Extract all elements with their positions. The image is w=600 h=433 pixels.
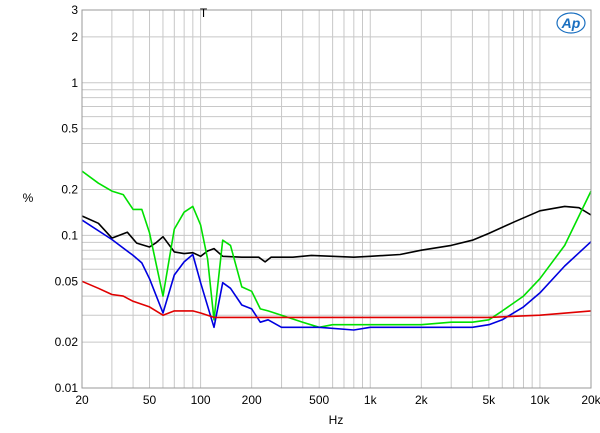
marker-label: T: [200, 6, 208, 20]
x-tick-label: 100: [191, 393, 211, 407]
series-line-green: [81, 170, 592, 329]
y-tick-label: 0.5: [61, 122, 78, 136]
x-tick-label: 1k: [364, 393, 378, 407]
y-axis-label: %: [23, 191, 34, 205]
y-tick-label: 0.05: [55, 274, 79, 288]
svg-text:Ap: Ap: [561, 15, 581, 31]
x-tick-label: 5k: [483, 393, 497, 407]
y-axis-ticks: 0.01 0.02 0.05 0.1 0.2 0.5 1 2 3: [55, 3, 79, 395]
x-axis-label: Hz: [329, 413, 344, 427]
x-tick-label: 2k: [415, 393, 429, 407]
y-tick-label: 0.02: [55, 335, 79, 349]
y-tick-label: 0.01: [55, 381, 79, 395]
x-tick-label: 10k: [530, 393, 550, 407]
x-tick-label: 20k: [581, 393, 600, 407]
data-series: [81, 170, 592, 331]
series-line-red: [81, 280, 592, 319]
y-tick-label: 0.1: [61, 228, 78, 242]
y-tick-label: 0.2: [61, 182, 78, 196]
x-axis-ticks: 20 50 100 200 500 1k 2k 5k 10k 20k: [75, 393, 600, 407]
y-tick-label: 2: [71, 30, 78, 44]
x-tick-label: 20: [75, 393, 89, 407]
series-line-black: [81, 205, 592, 263]
y-tick-label: 3: [71, 3, 78, 17]
grid-lines: [82, 10, 591, 388]
series-line-blue: [81, 219, 592, 331]
x-tick-label: 50: [143, 393, 157, 407]
x-tick-label: 200: [242, 393, 262, 407]
y-tick-label: 1: [71, 76, 78, 90]
ap-logo-icon: Ap: [556, 12, 586, 34]
x-tick-label: 500: [309, 393, 329, 407]
plot-frame: [81, 9, 592, 389]
